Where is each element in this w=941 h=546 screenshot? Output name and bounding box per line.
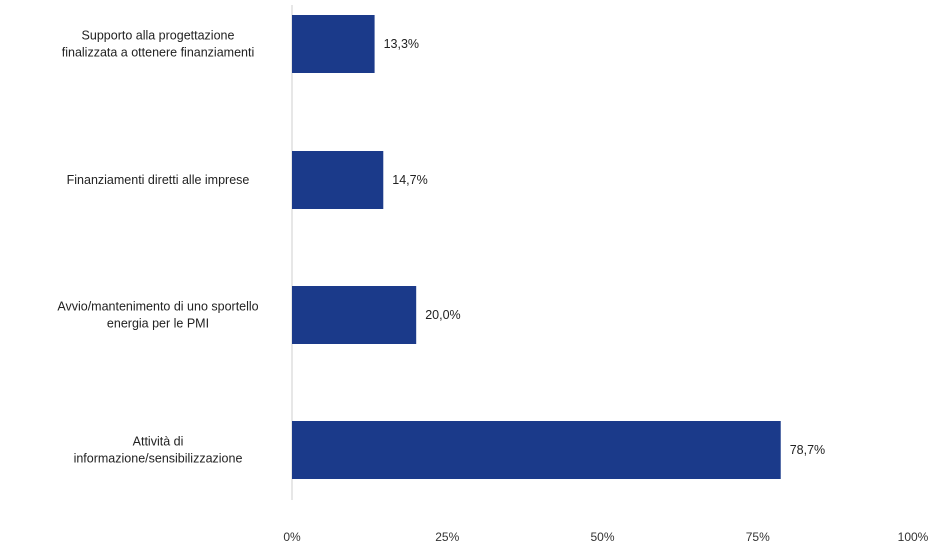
x-tick-label-50: 50%	[590, 530, 614, 544]
category-label-4: Attività di informazione/sensibilizzazion…	[74, 435, 243, 466]
value-label-1: 13,3%	[384, 37, 419, 51]
value-label-3: 20,0%	[425, 308, 460, 322]
category-label-1: Supporto alla progettazione finalizzata a…	[62, 29, 254, 60]
x-tick-label-25: 25%	[435, 530, 459, 544]
x-tick-label-75: 75%	[746, 530, 770, 544]
bar-3	[292, 286, 417, 344]
bar-1	[292, 15, 375, 73]
category-label-3: Avvio/mantenimento di uno sportello energ…	[57, 300, 258, 331]
category-label-2: Finanziamenti diretti alle imprese	[67, 173, 250, 187]
x-tick-label-100: 100%	[898, 530, 929, 544]
x-tick-label-0: 0%	[283, 530, 301, 544]
value-label-2: 14,7%	[392, 173, 427, 187]
bar-4	[292, 421, 781, 479]
bar-2	[292, 151, 384, 209]
value-label-4: 78,7%	[790, 443, 825, 457]
